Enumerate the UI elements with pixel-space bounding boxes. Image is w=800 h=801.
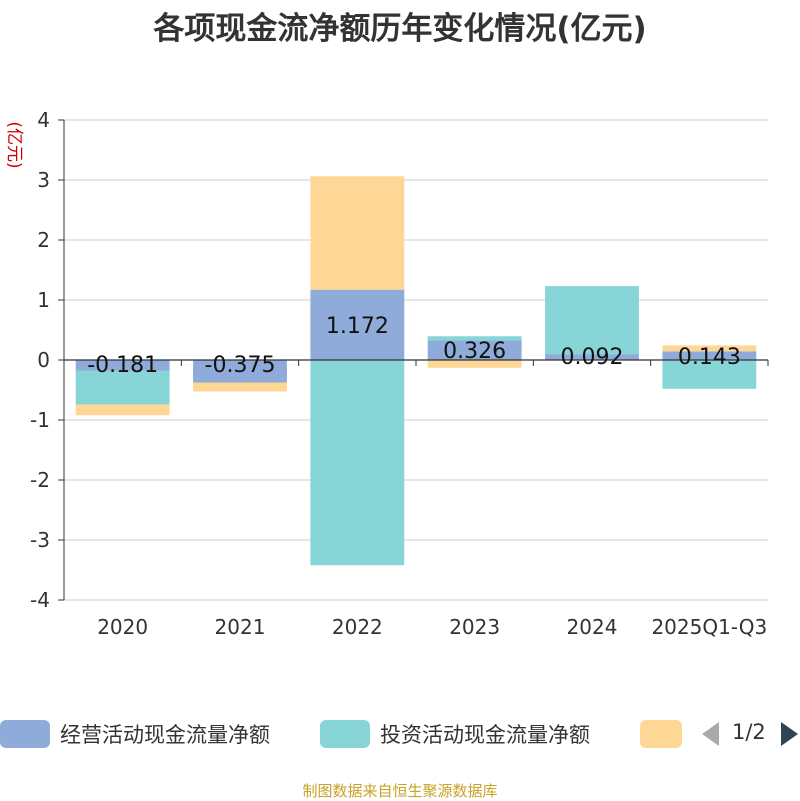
x-tick-label: 2024 [567,615,618,639]
bar-investing [310,360,405,566]
legend-swatch-financing [640,720,682,748]
x-tick-label: 2022 [332,615,383,639]
bar-operating [662,351,757,360]
legend-label-operating: 经营活动现金流量净额 [60,723,270,747]
data-label: -0.181 [87,353,158,378]
bar-investing [427,336,522,341]
bar-operating [427,340,522,360]
bar-financing [310,176,405,290]
legend: 经营活动现金流量净额 投资活动现金流量净额 [0,716,800,752]
legend-item-investing[interactable]: 投资活动现金流量净额 [320,716,590,752]
bar-investing [662,360,757,389]
chart-title: 各项现金流净额历年变化情况(亿元) [153,11,647,47]
legend-next-page-icon[interactable] [781,722,798,746]
bar-investing [545,286,639,355]
x-tick-label: 2021 [215,615,266,639]
bar-operating [310,289,405,360]
y-tick-label: -3 [30,528,50,552]
data-label: 0.092 [561,345,624,370]
data-label: -0.375 [205,353,276,378]
bar-financing [427,360,522,368]
x-tick-label: 2023 [449,615,500,639]
legend-page-indicator: 1/2 [732,720,766,744]
bar-operating [75,360,170,371]
x-tick-label: 2020 [97,615,148,639]
data-label: 1.172 [326,314,389,339]
y-tick-label: -1 [30,408,50,432]
legend-item-operating[interactable]: 经营活动现金流量净额 [0,716,270,752]
y-tick-label: -2 [30,468,50,492]
y-axis-label: (亿元) [4,121,24,168]
legend-swatch-investing [320,720,370,748]
data-label: 0.143 [678,345,741,370]
bar-financing [193,382,287,392]
bar-investing [75,370,170,405]
legend-item-financing[interactable] [640,716,682,752]
legend-label-investing: 投资活动现金流量净额 [380,723,590,747]
y-tick-label: -4 [30,588,50,612]
bar-financing [75,404,170,416]
y-tick-label: 0 [37,348,50,372]
bar-operating [193,360,287,383]
x-tick-label: 2025Q1-Q3 [651,615,767,639]
bar-financing [662,345,757,352]
legend-swatch-operating [0,720,50,748]
y-tick-label: 1 [37,288,50,312]
y-tick-label: 3 [37,168,50,192]
bar-operating [545,354,639,360]
y-tick-label: 4 [37,108,50,132]
data-source-note: 制图数据来自恒生聚源数据库 [302,782,498,800]
y-tick-label: 2 [37,228,50,252]
legend-prev-page-icon[interactable] [702,722,719,746]
chart-plot: 4 3 2 1 0 -1 -2 -3 -4 (亿元) 2020 2021 2022 2023 2024 202… [4,108,769,639]
legend-pager: 1/2 [700,716,800,752]
data-label: 0.326 [443,339,506,364]
